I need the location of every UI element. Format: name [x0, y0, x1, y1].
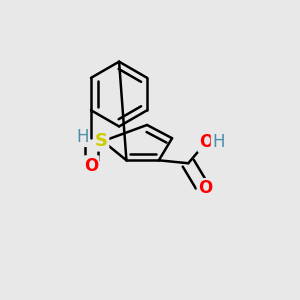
- Text: H: H: [212, 133, 225, 151]
- Text: S: S: [95, 132, 108, 150]
- Text: H: H: [76, 128, 88, 146]
- Text: O: O: [198, 179, 212, 197]
- Text: O: O: [84, 157, 98, 175]
- Text: O: O: [199, 133, 213, 151]
